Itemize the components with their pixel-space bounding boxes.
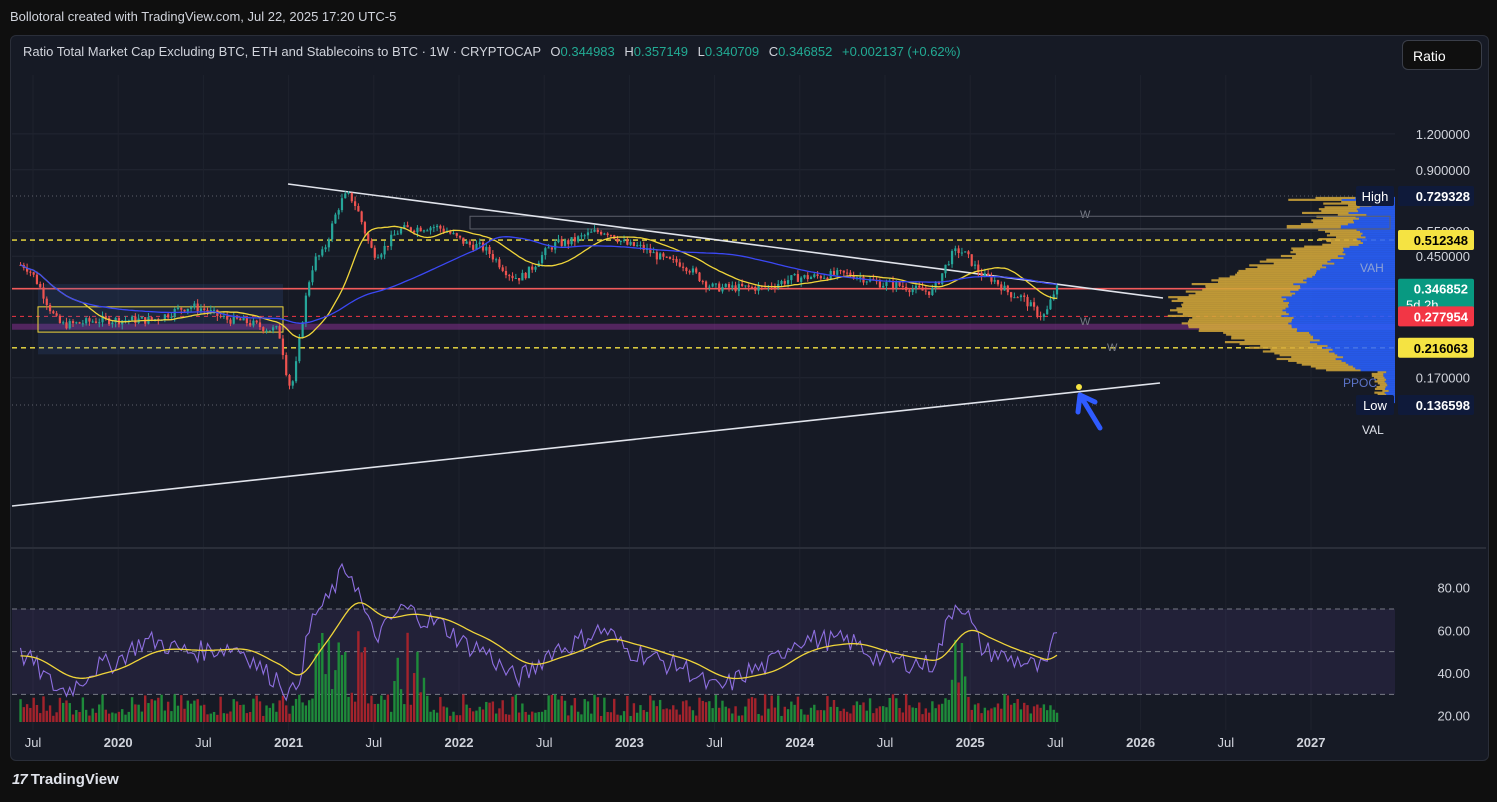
footer-brand[interactable]: 17 TradingView xyxy=(12,771,119,788)
change-value: +0.002137 (+0.62%) xyxy=(842,44,961,59)
symbol-legend: Ratio Total Market Cap Excluding BTC, ET… xyxy=(23,44,961,59)
attribution-text: Bollotoral created with TradingView.com,… xyxy=(10,9,396,24)
symbol-title: Ratio Total Market Cap Excluding BTC, ET… xyxy=(23,44,541,59)
low-label: L xyxy=(698,44,705,59)
close-label: C xyxy=(769,44,778,59)
high-label: H xyxy=(624,44,633,59)
close-value: 0.346852 xyxy=(778,44,832,59)
low-value: 0.340709 xyxy=(705,44,759,59)
open-label: O xyxy=(550,44,560,59)
brand-text: TradingView xyxy=(31,771,119,788)
open-value: 0.344983 xyxy=(561,44,615,59)
scale-mode-button[interactable]: Ratio xyxy=(1402,40,1482,70)
high-value: 0.357149 xyxy=(634,44,688,59)
chart-panel[interactable]: Ratio Total Market Cap Excluding BTC, ET… xyxy=(10,35,1489,761)
tradingview-logo-icon: 17 xyxy=(12,771,27,788)
